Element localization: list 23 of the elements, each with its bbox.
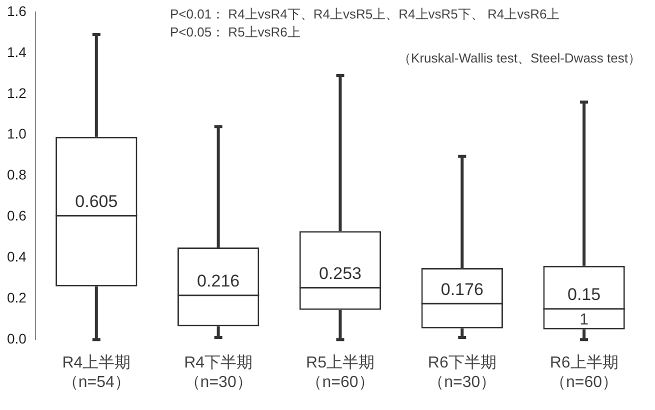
x-tick-label: R6下半期（n=30） [428,354,496,391]
y-tick-label: 0.8 [6,166,27,183]
y-tick-label: 0.6 [6,208,27,224]
annotation: （Kruskal-Wallis test、Steel-Dwass test） [398,50,641,66]
y-tick-label: 1.0 [6,126,27,142]
annotation: P<0.01： R4上vsR4下、R4上vsR5上、R4上vsR5下、 R4上vsR6上 [170,6,560,22]
x-tick-label: R6上半期（n=60） [550,354,618,391]
x-tick-label: R5上半期（n=60） [306,354,374,391]
y-tick-label: 0.4 [6,248,27,265]
text: 0.605 [75,192,118,211]
text: 0.216 [197,272,240,291]
x-tick-label: R4下半期（n=30） [184,354,253,391]
text: 0.253 [318,264,362,283]
annotation: P<0.05： R5上vsR6上 [170,24,300,40]
y-tick-label: 0.2 [6,290,27,306]
x-tick-label: R4上半期（n=54） [62,354,131,391]
text: 0.15 [568,285,601,304]
y-tick-label: 1.2 [6,84,27,101]
y-tick-label: 1.6 [6,2,27,19]
annotation: 1 [580,312,589,329]
y-tick-label: 0.0 [6,330,27,346]
y-tick-label: 1.4 [6,44,27,60]
text: 0.176 [440,280,484,299]
